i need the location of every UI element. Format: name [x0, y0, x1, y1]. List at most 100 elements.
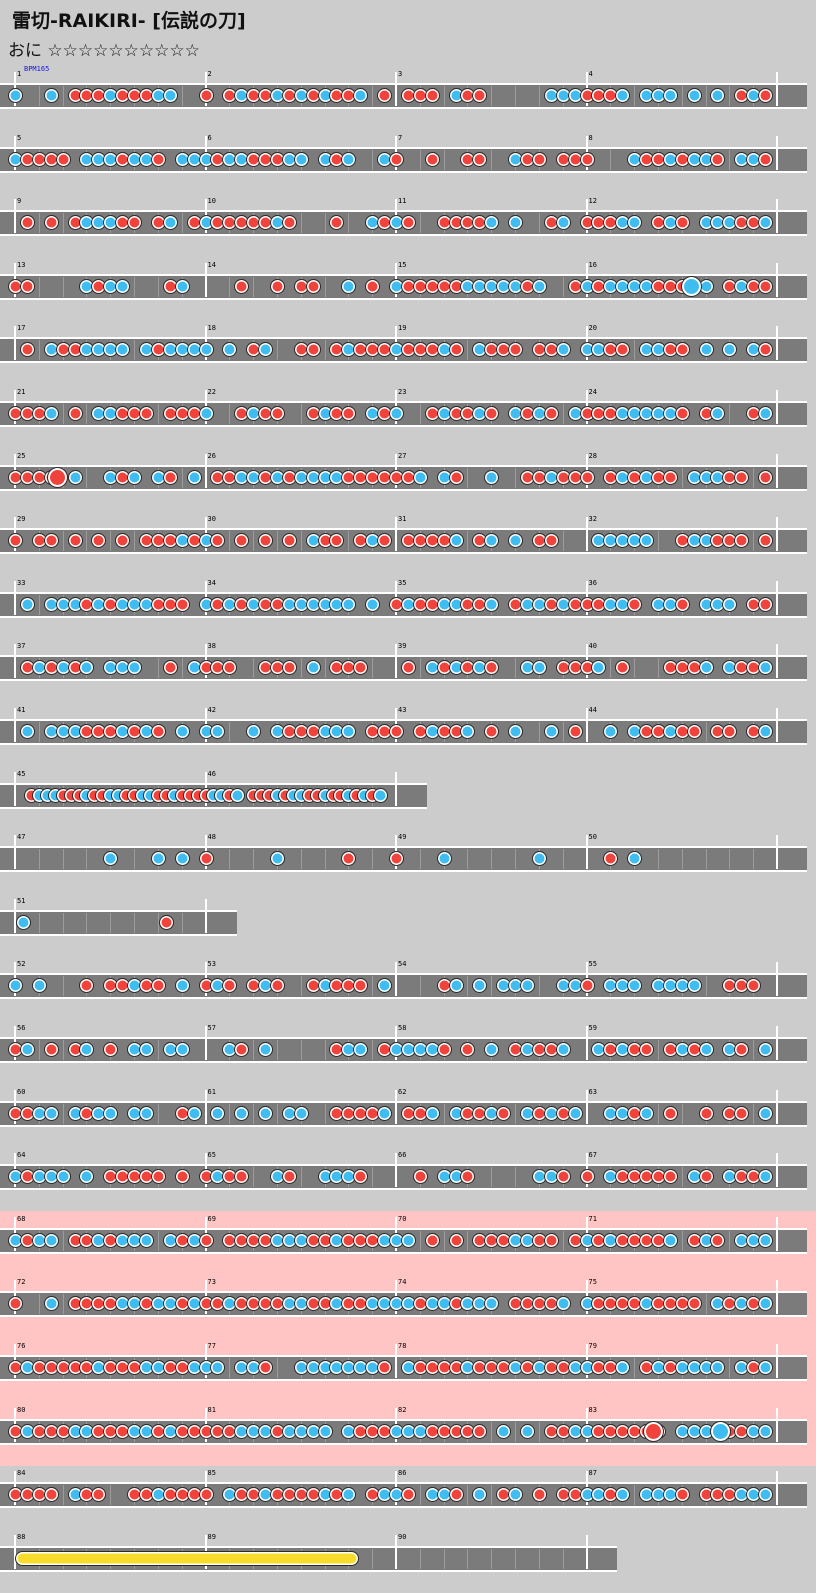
lane-border-bottom [0, 1570, 617, 1572]
ka-note [519, 1424, 535, 1439]
don-note [758, 533, 774, 548]
measure-number: 75 [588, 1278, 597, 1286]
measure-number: 61 [207, 1088, 216, 1096]
lane-border-bottom [0, 1252, 807, 1254]
measure-number: 13 [17, 261, 26, 269]
ka-note [43, 1296, 59, 1311]
beat-line [324, 658, 326, 678]
note-lane [0, 912, 237, 934]
barline [585, 1026, 588, 1060]
don-note [269, 978, 285, 993]
beat-line [86, 404, 88, 424]
lane-border-top [0, 337, 807, 339]
measure-number: 54 [398, 960, 407, 968]
lane-border-bottom [0, 870, 807, 872]
measure-number: 62 [398, 1088, 407, 1096]
don-note [55, 152, 71, 167]
ka-note [555, 342, 571, 357]
beat-line [38, 86, 40, 106]
beat-line [253, 849, 255, 869]
ka-note [8, 978, 23, 993]
measure-number: 8 [588, 134, 593, 142]
don-note [281, 660, 297, 675]
don-note [127, 215, 143, 230]
beat-line [62, 86, 64, 106]
beat-line [276, 531, 278, 551]
don-note [19, 215, 35, 230]
beat-line [324, 277, 326, 297]
beat-line [443, 150, 445, 170]
beat-line [634, 658, 636, 678]
barline [776, 72, 778, 106]
beat-line [181, 913, 183, 933]
beat-line [62, 1231, 64, 1251]
don-note [222, 978, 238, 993]
don-note [579, 1169, 595, 1184]
measure-number: 18 [207, 324, 216, 332]
ka-note [198, 342, 214, 357]
lane-border-top [0, 465, 807, 467]
beat-line [348, 213, 350, 233]
lane-border-top [0, 1101, 807, 1103]
lane-border-bottom [0, 743, 807, 745]
lane-border-top [0, 1482, 807, 1484]
don-note [674, 215, 690, 230]
ka-note [150, 851, 166, 866]
don-note [412, 1169, 428, 1184]
lane-border-top [0, 1228, 807, 1230]
lane-border-top [0, 1291, 807, 1293]
beat-line [86, 468, 88, 488]
ka-note [519, 978, 535, 993]
measure-number: 47 [17, 833, 26, 841]
ka-note [531, 279, 547, 294]
beat-line [110, 1485, 112, 1505]
ka-note [365, 597, 381, 612]
measure-number: 52 [17, 960, 26, 968]
lane-border-bottom [0, 1315, 807, 1317]
don-note [686, 1296, 702, 1311]
ka-note [484, 533, 500, 548]
beat-line [753, 1040, 755, 1060]
ka-note [55, 1169, 71, 1184]
measure-number: 11 [398, 197, 407, 205]
beat-line [419, 658, 421, 678]
beat-line [634, 1485, 636, 1505]
measure-number: 21 [17, 388, 26, 396]
don-note [162, 470, 178, 485]
don-note [377, 533, 393, 548]
measure-row: 56 57 58 59 [0, 1020, 816, 1084]
beat-line [681, 1167, 683, 1187]
don-note [281, 533, 297, 548]
measure-number: 78 [398, 1342, 407, 1350]
beat-line [62, 277, 64, 297]
barline [14, 326, 16, 360]
don-note [150, 152, 166, 167]
ka-note [198, 406, 214, 421]
barline [776, 136, 778, 170]
measure-number: 71 [588, 1215, 597, 1223]
lane-border-top [0, 1037, 807, 1039]
ka-note [341, 279, 357, 294]
beat-line [491, 1167, 493, 1187]
measure-row: 52 53 54 55 [0, 956, 816, 1020]
measure-number: 55 [588, 960, 597, 968]
ka-note [686, 88, 702, 103]
beat-line [467, 340, 469, 360]
ka-note [555, 1296, 571, 1311]
course-line: おに ☆☆☆☆☆☆☆☆☆☆ [8, 36, 200, 61]
don-note [484, 660, 500, 675]
beat-line [38, 340, 40, 360]
ka-note [341, 152, 357, 167]
ka-note [758, 660, 774, 675]
beat-line [253, 531, 255, 551]
don-note [67, 533, 83, 548]
measure-number: 49 [398, 833, 407, 841]
lane-border-top [0, 1164, 807, 1166]
don-note [234, 279, 250, 294]
beat-line [419, 1231, 421, 1251]
ka-note [103, 851, 119, 866]
barline [776, 1090, 778, 1124]
don-note [484, 724, 500, 739]
don-note [424, 88, 440, 103]
beat-line [300, 1167, 302, 1187]
